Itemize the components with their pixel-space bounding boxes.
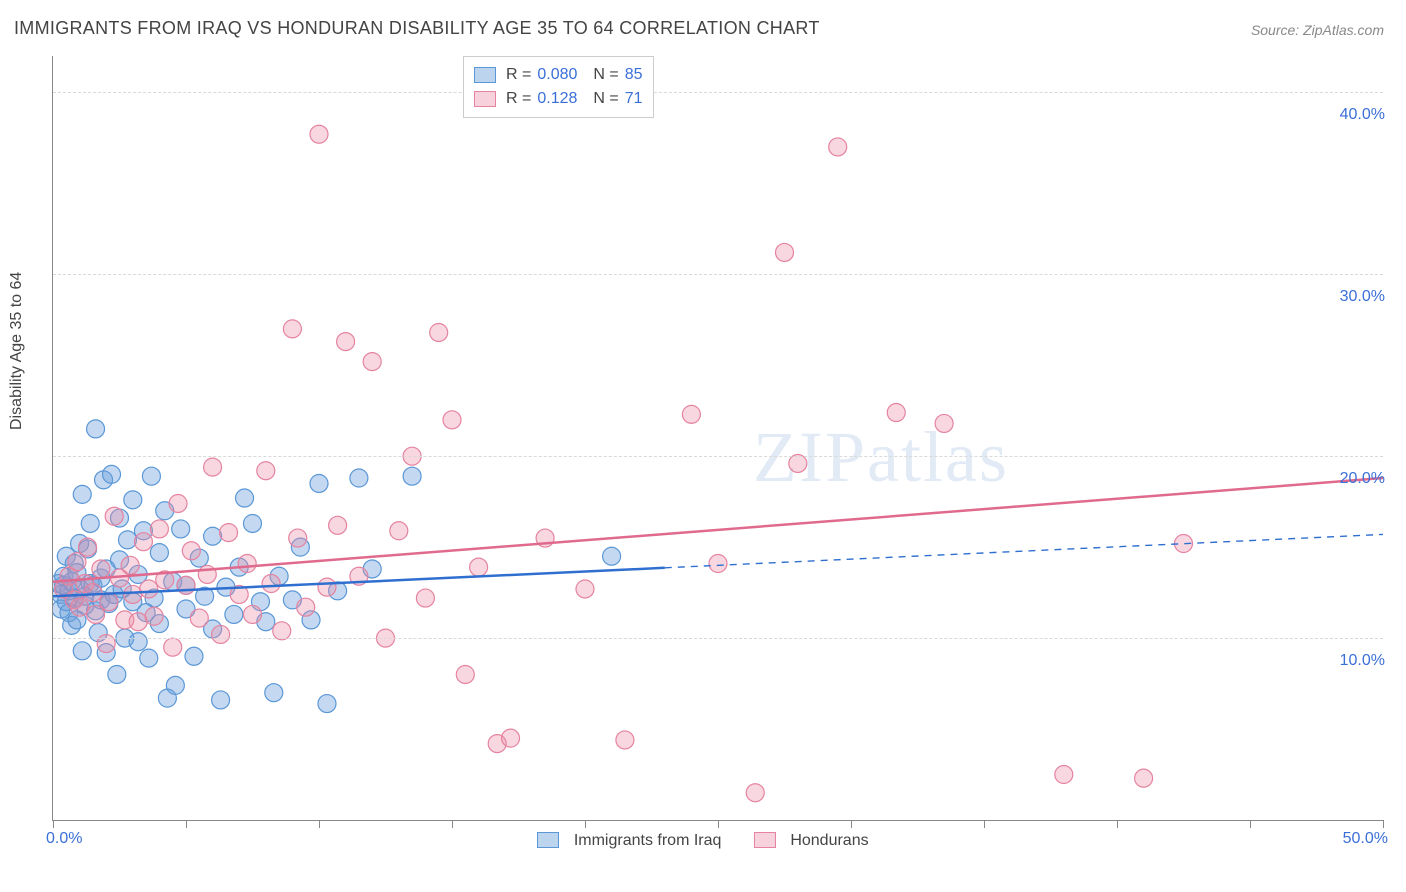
source-attribution: Source: ZipAtlas.com (1251, 22, 1384, 38)
y-tick-label: 40.0% (1340, 106, 1385, 124)
swatch-pink (754, 832, 776, 848)
x-tick (452, 820, 453, 828)
stats-legend-row: R = 0.128 N = 71 (474, 87, 643, 111)
legend-label: Immigrants from Iraq (574, 832, 722, 849)
n-label: N = (593, 90, 618, 108)
x-tick (1383, 820, 1384, 828)
swatch-blue (474, 67, 496, 83)
legend-item: Hondurans (754, 832, 869, 849)
plot-area: ZIPatlas 10.0%20.0%30.0%40.0% (52, 56, 1383, 821)
n-value: 71 (625, 90, 643, 108)
x-tick (718, 820, 719, 828)
x-tick (1117, 820, 1118, 828)
y-tick-label: 30.0% (1340, 288, 1385, 306)
y-tick-label: 10.0% (1340, 652, 1385, 670)
n-label: N = (593, 66, 618, 84)
gridline (53, 92, 1383, 93)
y-axis-title: Disability Age 35 to 64 (8, 272, 26, 430)
y-tick-label: 20.0% (1340, 470, 1385, 488)
r-value: 0.080 (537, 66, 577, 84)
swatch-blue (537, 832, 559, 848)
x-tick (319, 820, 320, 828)
x-tick (1250, 820, 1251, 828)
legend-label: Hondurans (790, 832, 868, 849)
scatter-svg (53, 56, 1383, 820)
legend-item: Immigrants from Iraq (537, 832, 726, 849)
x-tick (585, 820, 586, 828)
x-tick (984, 820, 985, 828)
x-tick (186, 820, 187, 828)
r-label: R = (506, 66, 531, 84)
swatch-pink (474, 91, 496, 107)
chart-title: IMMIGRANTS FROM IRAQ VS HONDURAN DISABIL… (14, 18, 820, 39)
stats-legend: R = 0.080 N = 85 R = 0.128 N = 71 (463, 56, 654, 118)
x-tick (53, 820, 54, 828)
r-label: R = (506, 90, 531, 108)
stats-legend-row: R = 0.080 N = 85 (474, 63, 643, 87)
series-legend: Immigrants from Iraq Hondurans (0, 832, 1406, 850)
gridline (53, 638, 1383, 639)
correlation-chart: IMMIGRANTS FROM IRAQ VS HONDURAN DISABIL… (0, 0, 1406, 892)
gridline (53, 274, 1383, 275)
gridline (53, 456, 1383, 457)
r-value: 0.128 (537, 90, 577, 108)
x-tick (851, 820, 852, 828)
n-value: 85 (625, 66, 643, 84)
